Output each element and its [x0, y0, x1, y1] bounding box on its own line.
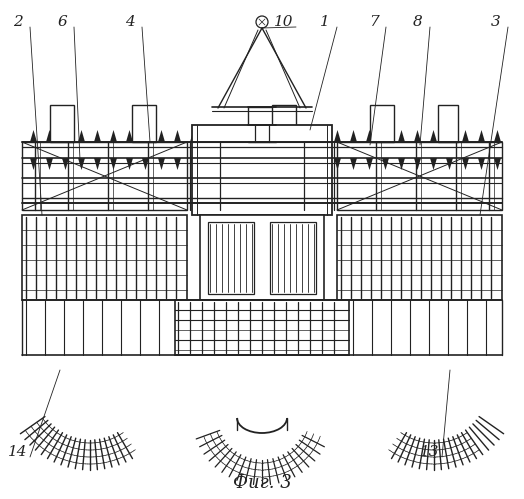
Bar [50, 105, 74, 142]
Polygon shape [30, 130, 37, 142]
Polygon shape [270, 158, 277, 170]
Bar [438, 105, 458, 142]
Text: 1: 1 [320, 15, 330, 29]
Text: 6: 6 [57, 15, 67, 29]
Polygon shape [494, 130, 501, 142]
Bar [272, 105, 296, 142]
Bar [370, 105, 394, 142]
Polygon shape [414, 130, 421, 142]
Polygon shape [350, 130, 357, 142]
Polygon shape [334, 130, 341, 142]
Polygon shape [398, 158, 405, 170]
Polygon shape [366, 158, 373, 170]
Polygon shape [30, 158, 37, 170]
Polygon shape [318, 130, 325, 142]
Text: 7: 7 [369, 15, 379, 29]
Polygon shape [110, 158, 117, 170]
Text: 2: 2 [13, 15, 23, 29]
Text: 4: 4 [125, 15, 135, 29]
Polygon shape [302, 130, 309, 142]
Polygon shape [238, 158, 245, 170]
Polygon shape [254, 158, 261, 170]
Polygon shape [462, 130, 469, 142]
Polygon shape [206, 158, 213, 170]
Bar [248, 107, 276, 125]
Text: 10: 10 [274, 15, 294, 29]
Polygon shape [478, 158, 485, 170]
Polygon shape [174, 130, 181, 142]
Polygon shape [142, 130, 149, 142]
Polygon shape [494, 158, 501, 170]
Polygon shape [302, 158, 309, 170]
Polygon shape [78, 158, 85, 170]
Polygon shape [318, 158, 325, 170]
Polygon shape [238, 130, 245, 142]
Polygon shape [142, 158, 149, 170]
Text: Фиг. 3: Фиг. 3 [233, 474, 291, 492]
Text: 3: 3 [491, 15, 501, 29]
Polygon shape [446, 158, 453, 170]
Polygon shape [286, 130, 293, 142]
Polygon shape [62, 158, 69, 170]
Bar [337, 142, 502, 210]
Polygon shape [430, 158, 437, 170]
Polygon shape [206, 130, 213, 142]
Polygon shape [366, 130, 373, 142]
Polygon shape [382, 130, 389, 142]
Polygon shape [158, 158, 165, 170]
Polygon shape [270, 130, 277, 142]
Bar [132, 105, 156, 142]
Polygon shape [174, 158, 181, 170]
Bar [175, 300, 349, 355]
Polygon shape [94, 158, 101, 170]
Polygon shape [414, 158, 421, 170]
Text: 14: 14 [8, 445, 28, 459]
Polygon shape [478, 130, 485, 142]
Polygon shape [254, 130, 261, 142]
Text: 8: 8 [413, 15, 423, 29]
Polygon shape [190, 130, 197, 142]
Polygon shape [334, 158, 341, 170]
Polygon shape [62, 130, 69, 142]
Polygon shape [78, 130, 85, 142]
Bar [192, 125, 332, 215]
Bar [270, 222, 316, 294]
Polygon shape [94, 130, 101, 142]
Polygon shape [398, 130, 405, 142]
Polygon shape [446, 130, 453, 142]
Polygon shape [430, 130, 437, 142]
Polygon shape [46, 130, 53, 142]
Bar [22, 215, 187, 300]
Bar [22, 142, 187, 210]
Bar [208, 222, 254, 294]
Polygon shape [158, 130, 165, 142]
Polygon shape [350, 158, 357, 170]
Polygon shape [286, 158, 293, 170]
Polygon shape [190, 158, 197, 170]
Polygon shape [126, 130, 133, 142]
Polygon shape [382, 158, 389, 170]
Bar [337, 215, 502, 300]
Bar [200, 215, 324, 300]
Polygon shape [222, 130, 229, 142]
Polygon shape [462, 158, 469, 170]
Polygon shape [126, 158, 133, 170]
Polygon shape [110, 130, 117, 142]
Text: 13: 13 [420, 445, 440, 459]
Polygon shape [222, 158, 229, 170]
Polygon shape [46, 158, 53, 170]
